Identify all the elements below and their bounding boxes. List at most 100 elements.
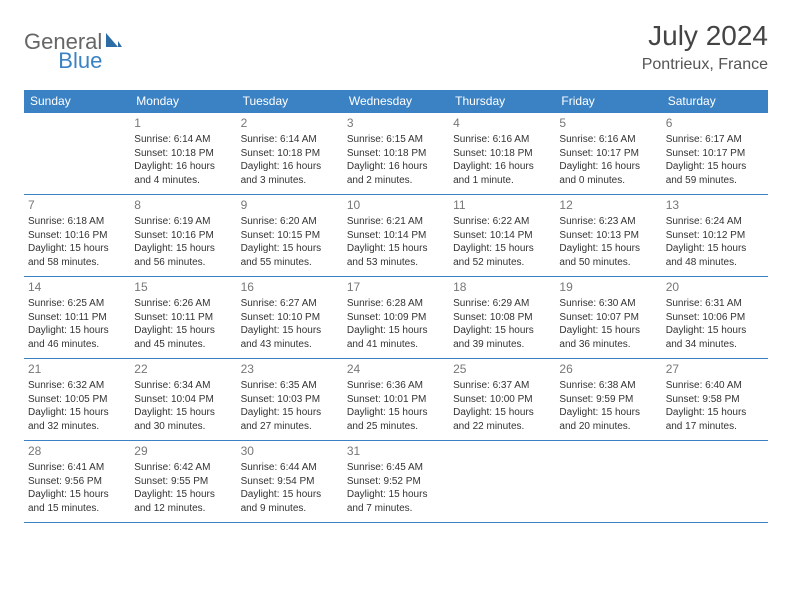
sunrise-line: Sunrise: 6:16 AM: [559, 133, 657, 147]
sunrise-line: Sunrise: 6:26 AM: [134, 297, 232, 311]
calendar-cell: 21Sunrise: 6:32 AMSunset: 10:05 PMDaylig…: [24, 359, 130, 441]
day-number: 13: [666, 197, 764, 213]
calendar-cell: 16Sunrise: 6:27 AMSunset: 10:10 PMDaylig…: [237, 277, 343, 359]
sunrise-line: Sunrise: 6:37 AM: [453, 379, 551, 393]
daylight-line: Daylight: 16 hours and 2 minutes.: [347, 160, 445, 187]
day-header: Saturday: [662, 90, 768, 113]
sunset-line: Sunset: 10:14 PM: [453, 229, 551, 243]
calendar-cell: 18Sunrise: 6:29 AMSunset: 10:08 PMDaylig…: [449, 277, 555, 359]
daylight-line: Daylight: 15 hours and 20 minutes.: [559, 406, 657, 433]
day-number: 24: [347, 361, 445, 377]
calendar-cell: 17Sunrise: 6:28 AMSunset: 10:09 PMDaylig…: [343, 277, 449, 359]
sunset-line: Sunset: 10:18 PM: [241, 147, 339, 161]
day-number: 5: [559, 115, 657, 131]
day-number: 20: [666, 279, 764, 295]
sunset-line: Sunset: 10:16 PM: [28, 229, 126, 243]
sunrise-line: Sunrise: 6:28 AM: [347, 297, 445, 311]
sunrise-line: Sunrise: 6:27 AM: [241, 297, 339, 311]
daylight-line: Daylight: 15 hours and 15 minutes.: [28, 488, 126, 515]
sunrise-line: Sunrise: 6:41 AM: [28, 461, 126, 475]
daylight-line: Daylight: 15 hours and 34 minutes.: [666, 324, 764, 351]
sunset-line: Sunset: 10:11 PM: [28, 311, 126, 325]
calendar-cell: 29Sunrise: 6:42 AMSunset: 9:55 PMDayligh…: [130, 441, 236, 523]
day-number: 26: [559, 361, 657, 377]
day-number: 23: [241, 361, 339, 377]
page-header: General Blue July 2024 Pontrieux, France: [24, 20, 768, 74]
sunset-line: Sunset: 10:08 PM: [453, 311, 551, 325]
sunset-line: Sunset: 10:18 PM: [134, 147, 232, 161]
sunset-line: Sunset: 9:52 PM: [347, 475, 445, 489]
daylight-line: Daylight: 15 hours and 48 minutes.: [666, 242, 764, 269]
day-number: 8: [134, 197, 232, 213]
brand-part2: Blue: [58, 48, 102, 74]
sunset-line: Sunset: 10:11 PM: [134, 311, 232, 325]
day-header: Sunday: [24, 90, 130, 113]
calendar-cell: 8Sunrise: 6:19 AMSunset: 10:16 PMDayligh…: [130, 195, 236, 277]
calendar-cell: 31 Sunrise: 6:45 AMSunset: 9:52 PMDayligh…: [343, 441, 449, 523]
daylight-line: Daylight: 15 hours and 43 minutes.: [241, 324, 339, 351]
daylight-line: Daylight: 15 hours and 58 minutes.: [28, 242, 126, 269]
calendar-body: 1Sunrise: 6:14 AMSunset: 10:18 PMDayligh…: [24, 113, 768, 523]
month-title: July 2024: [642, 20, 768, 52]
day-number: 30: [241, 443, 339, 459]
brand-sail-icon: [104, 29, 124, 55]
sunset-line: Sunset: 10:15 PM: [241, 229, 339, 243]
day-header: Tuesday: [237, 90, 343, 113]
sunrise-line: Sunrise: 6:34 AM: [134, 379, 232, 393]
sunrise-line: Sunrise: 6:25 AM: [28, 297, 126, 311]
sunrise-line: Sunrise: 6:23 AM: [559, 215, 657, 229]
sunrise-line: Sunrise: 6:22 AM: [453, 215, 551, 229]
sunset-line: Sunset: 10:18 PM: [347, 147, 445, 161]
sunrise-line: Sunrise: 6:15 AM: [347, 133, 445, 147]
calendar-cell: 23Sunrise: 6:35 AMSunset: 10:03 PMDaylig…: [237, 359, 343, 441]
daylight-line: Daylight: 15 hours and 30 minutes.: [134, 406, 232, 433]
day-header: Monday: [130, 90, 236, 113]
sunrise-line: Sunrise: 6:19 AM: [134, 215, 232, 229]
sunset-line: Sunset: 10:18 PM: [453, 147, 551, 161]
daylight-line: Daylight: 15 hours and 7 minutes.: [347, 488, 445, 515]
calendar-row: 28Sunrise: 6:41 AMSunset: 9:56 PMDayligh…: [24, 441, 768, 523]
day-number: 27: [666, 361, 764, 377]
sunset-line: Sunset: 10:09 PM: [347, 311, 445, 325]
calendar-cell: 6Sunrise: 6:17 AMSunset: 10:17 PMDayligh…: [662, 113, 768, 195]
daylight-line: Daylight: 16 hours and 1 minute.: [453, 160, 551, 187]
calendar-cell: 24Sunrise: 6:36 AMSunset: 10:01 PMDaylig…: [343, 359, 449, 441]
calendar-cell: 28Sunrise: 6:41 AMSunset: 9:56 PMDayligh…: [24, 441, 130, 523]
day-number: 25: [453, 361, 551, 377]
calendar-row: 14Sunrise: 6:25 AMSunset: 10:11 PMDaylig…: [24, 277, 768, 359]
calendar-row: 21Sunrise: 6:32 AMSunset: 10:05 PMDaylig…: [24, 359, 768, 441]
sunset-line: Sunset: 10:07 PM: [559, 311, 657, 325]
day-number: 1: [134, 115, 232, 131]
calendar-cell: [662, 441, 768, 523]
sunrise-line: Sunrise: 6:45 AM: [347, 461, 445, 475]
sunrise-line: Sunrise: 6:36 AM: [347, 379, 445, 393]
daylight-line: Daylight: 15 hours and 12 minutes.: [134, 488, 232, 515]
sunrise-line: Sunrise: 6:29 AM: [453, 297, 551, 311]
calendar-cell: 4Sunrise: 6:16 AMSunset: 10:18 PMDayligh…: [449, 113, 555, 195]
daylight-line: Daylight: 15 hours and 50 minutes.: [559, 242, 657, 269]
daylight-line: Daylight: 15 hours and 27 minutes.: [241, 406, 339, 433]
day-number: 12: [559, 197, 657, 213]
calendar-cell: 26Sunrise: 6:38 AMSunset: 9:59 PMDayligh…: [555, 359, 661, 441]
sunrise-line: Sunrise: 6:38 AM: [559, 379, 657, 393]
calendar-cell: [555, 441, 661, 523]
day-number: 31: [347, 443, 445, 459]
day-header: Friday: [555, 90, 661, 113]
day-number: 18: [453, 279, 551, 295]
day-header: Wednesday: [343, 90, 449, 113]
day-header: Thursday: [449, 90, 555, 113]
sunrise-line: Sunrise: 6:30 AM: [559, 297, 657, 311]
day-number: 11: [453, 197, 551, 213]
calendar-cell: 1Sunrise: 6:14 AMSunset: 10:18 PMDayligh…: [130, 113, 236, 195]
day-header-row: Sunday Monday Tuesday Wednesday Thursday…: [24, 90, 768, 113]
calendar-cell: 2Sunrise: 6:14 AMSunset: 10:18 PMDayligh…: [237, 113, 343, 195]
calendar-cell: 10Sunrise: 6:21 AMSunset: 10:14 PMDaylig…: [343, 195, 449, 277]
sunrise-line: Sunrise: 6:18 AM: [28, 215, 126, 229]
day-number: 4: [453, 115, 551, 131]
sunset-line: Sunset: 10:04 PM: [134, 393, 232, 407]
sunrise-line: Sunrise: 6:31 AM: [666, 297, 764, 311]
calendar-row: 1Sunrise: 6:14 AMSunset: 10:18 PMDayligh…: [24, 113, 768, 195]
daylight-line: Daylight: 15 hours and 53 minutes.: [347, 242, 445, 269]
location-subtitle: Pontrieux, France: [642, 56, 768, 74]
calendar-cell: [24, 113, 130, 195]
